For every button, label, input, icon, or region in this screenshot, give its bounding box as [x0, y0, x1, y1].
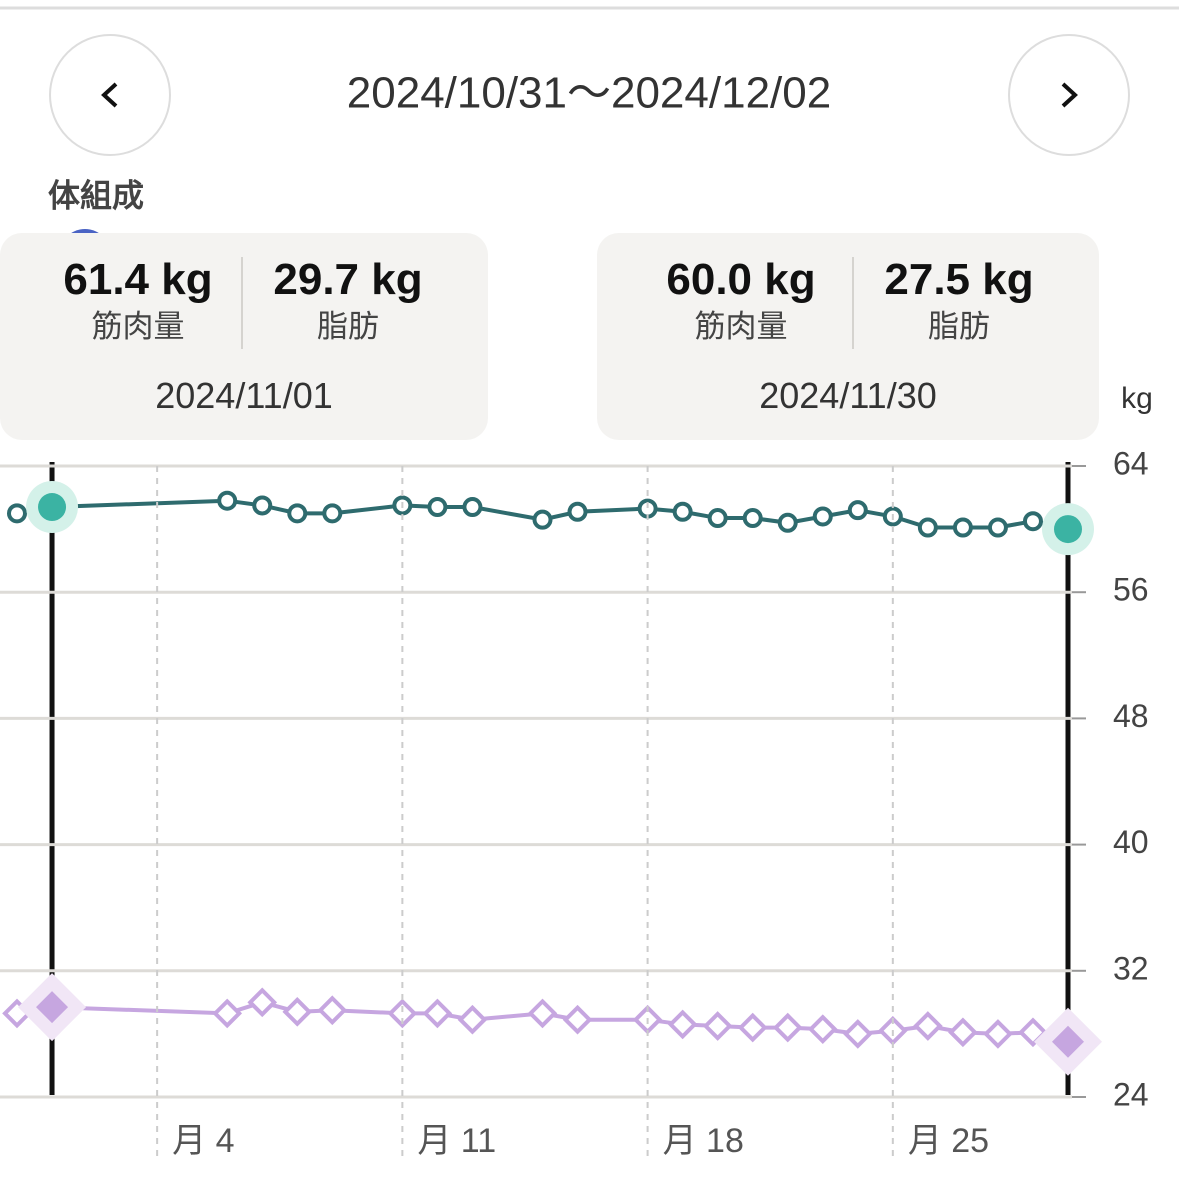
selected-point	[1052, 1025, 1084, 1058]
point	[527, 998, 558, 1029]
point	[217, 490, 238, 511]
point	[212, 998, 243, 1029]
point	[777, 512, 798, 533]
point	[562, 1004, 593, 1035]
x-tick-label: 月 4	[172, 1122, 234, 1160]
point	[807, 1014, 838, 1044]
point	[387, 998, 418, 1029]
muscle-label: 筋肉量	[91, 309, 185, 344]
y-tick-label: 56	[1113, 572, 1149, 608]
point	[847, 500, 868, 521]
x-tick-label: 月 18	[663, 1122, 744, 1160]
point	[287, 503, 308, 524]
point	[422, 998, 453, 1029]
point	[322, 503, 343, 524]
point	[913, 1011, 943, 1041]
tooltip: 60.0 kg 筋肉量 27.5 kg 脂肪 2024/11/30	[597, 233, 1099, 440]
point	[987, 517, 1008, 538]
point	[948, 1017, 978, 1048]
point	[702, 1011, 733, 1041]
section-title: 体組成	[48, 177, 144, 213]
tooltip-date: 2024/11/30	[759, 375, 937, 416]
point	[427, 497, 448, 518]
muscle-label: 筋肉量	[694, 309, 788, 344]
point	[1018, 1017, 1048, 1048]
point	[462, 497, 483, 518]
fat-label: 脂肪	[928, 309, 990, 344]
prev-button[interactable]	[49, 34, 171, 156]
point	[7, 503, 27, 524]
date-range: 2024/10/31〜2024/12/02	[347, 69, 831, 118]
point	[532, 509, 553, 530]
point	[952, 517, 973, 538]
point	[812, 506, 833, 527]
fat-value: 27.5 kg	[884, 255, 1034, 304]
point	[983, 1019, 1013, 1049]
muscle-value: 60.0 kg	[666, 255, 816, 304]
point	[282, 996, 313, 1027]
x-tick-label: 月 25	[908, 1122, 989, 1160]
point	[247, 987, 278, 1018]
separator	[852, 257, 854, 349]
y-tick-label: 32	[1113, 950, 1149, 986]
y-tick-label: 48	[1113, 698, 1149, 734]
x-tick-label: 月 11	[417, 1122, 496, 1160]
y-tick-label: 24	[1113, 1076, 1149, 1112]
point	[457, 1004, 488, 1035]
prev-icon	[101, 82, 118, 108]
separator	[241, 257, 243, 349]
point	[772, 1012, 803, 1043]
plot-area	[2, 462, 1102, 1095]
y-unit: kg	[1121, 382, 1153, 415]
point	[567, 501, 588, 522]
point	[667, 1009, 698, 1040]
point	[737, 1012, 768, 1043]
point	[1022, 511, 1043, 532]
point	[672, 501, 693, 522]
y-tick-label: 64	[1113, 445, 1149, 481]
point	[842, 1019, 873, 1049]
fat-label: 脂肪	[317, 309, 379, 344]
tooltip-date: 2024/11/01	[155, 375, 333, 416]
point	[742, 508, 763, 529]
point	[317, 995, 348, 1026]
selected-point	[1054, 515, 1082, 544]
selected-point	[38, 493, 67, 522]
point	[252, 495, 273, 516]
next-icon	[1061, 82, 1078, 108]
point	[917, 517, 938, 538]
muscle-value: 61.4 kg	[63, 255, 213, 304]
point	[707, 508, 728, 529]
y-tick-label: 40	[1113, 824, 1149, 860]
tooltip: 61.4 kg 筋肉量 29.7 kg 脂肪 2024/11/01	[0, 233, 488, 440]
next-button[interactable]	[1008, 34, 1130, 156]
selected-point	[36, 991, 69, 1024]
fat-value: 29.7 kg	[273, 255, 423, 304]
